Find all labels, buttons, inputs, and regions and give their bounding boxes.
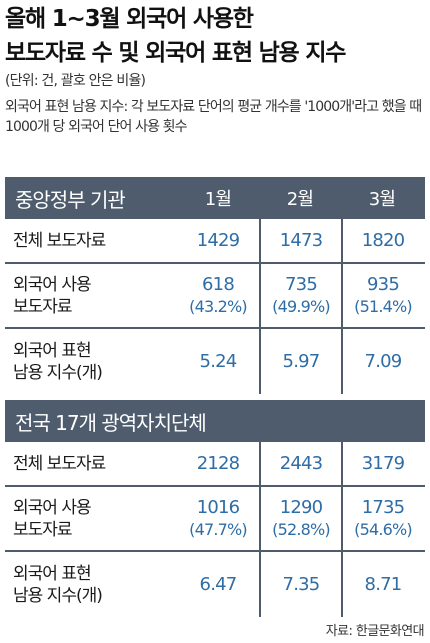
column-header-mar: 3월 [368,189,396,210]
cell-total-jan: 2128 [196,452,240,474]
cell-foreign-jan: 1016 (47.7%) [177,487,259,550]
row-label-index-line2: 남용 지수(개) [13,585,103,606]
percent: (52.8%) [272,519,331,539]
row-label-foreign: 외국어 사용 보도자료 [5,274,177,318]
cell-total-feb: 2443 [259,442,341,485]
unit-note: (단위: 건, 괄호 안은 비율) [5,73,146,89]
table-row-foreign: 외국어 사용 보도자료 618 (43.2%) 735 (49.9%) 935 … [5,264,425,329]
row-label-index-line1: 외국어 표현 [13,563,92,584]
table-title: 전국 17개 광역자치단체 [15,410,207,435]
row-label-total: 전체 보도자료 [13,453,106,474]
percent: (43.2%) [189,296,248,316]
value: 735 [285,273,318,295]
cell-foreign-mar: 1735 (54.6%) [341,487,423,550]
table-row-index: 외국어 표현 남용 지수(개) 5.24 5.97 7.09 [5,329,425,394]
column-header-feb: 2월 [286,189,314,210]
cell-foreign-mar: 935 (51.4%) [341,264,423,327]
table-header-band: 중앙정부 기관 1월 2월 3월 [5,177,425,219]
value: 1290 [279,496,323,518]
percent: (47.7%) [189,519,248,539]
cell-index-jan: 6.47 [199,573,238,595]
cell-foreign-jan: 618 (43.2%) [177,264,259,327]
table-row-foreign: 외국어 사용 보도자료 1016 (47.7%) 1290 (52.8%) 17… [5,487,425,552]
value: 935 [367,273,400,295]
cell-total-feb: 1473 [259,219,341,262]
title-line-2: 보도자료 수 및 외국어 표현 남용 지수 [5,40,346,66]
value: 618 [202,273,235,295]
row-label-total: 전체 보도자료 [13,230,106,251]
row-label-foreign-line1: 외국어 사용 [13,497,92,518]
cell-index-feb: 5.97 [259,329,341,394]
table-row-total: 전체 보도자료 2128 2443 3179 [5,442,425,487]
table-row-index: 외국어 표현 남용 지수(개) 6.47 7.35 8.71 [5,552,425,617]
index-description: 외국어 표현 남용 지수: 각 보도자료 단어의 평균 개수를 '1000개'라… [5,99,422,135]
row-label-index-line2: 남용 지수(개) [13,362,103,383]
value: 1735 [361,496,405,518]
metropolitan-government-table: 전국 17개 광역자치단체 전체 보도자료 2128 2443 3179 외국어… [5,400,425,617]
row-label-foreign-line2: 보도자료 [13,296,73,317]
row-label-foreign-line2: 보도자료 [13,519,73,540]
row-label-index-line1: 외국어 표현 [13,340,92,361]
cell-total-jan: 1429 [196,229,240,251]
percent: (54.6%) [354,519,413,539]
percent: (51.4%) [354,296,413,316]
cell-index-mar: 7.09 [341,329,423,394]
chart-title: 올해 1~3월 외국어 사용한 보도자료 수 및 외국어 표현 남용 지수 [5,2,346,70]
cell-index-feb: 7.35 [259,552,341,617]
percent: (49.9%) [272,296,331,316]
cell-total-mar: 3179 [341,442,423,485]
row-label-foreign: 외국어 사용 보도자료 [5,497,177,541]
table-row-total: 전체 보도자료 1429 1473 1820 [5,219,425,264]
source-credit: 자료: 한글문화연대 [325,624,425,639]
row-label-index: 외국어 표현 남용 지수(개) [5,563,177,607]
cell-index-mar: 8.71 [341,552,423,617]
table-title: 중앙정부 기관 [15,187,126,212]
cell-foreign-feb: 735 (49.9%) [259,264,341,327]
title-line-1: 올해 1~3월 외국어 사용한 [5,6,254,32]
row-label-index: 외국어 표현 남용 지수(개) [5,340,177,384]
cell-total-mar: 1820 [341,219,423,262]
table-header-band: 전국 17개 광역자치단체 [5,400,425,442]
central-government-table: 중앙정부 기관 1월 2월 3월 전체 보도자료 1429 1473 1820 … [5,177,425,394]
cell-index-jan: 5.24 [199,350,238,372]
cell-foreign-feb: 1290 (52.8%) [259,487,341,550]
column-header-jan: 1월 [204,189,232,210]
row-label-foreign-line1: 외국어 사용 [13,274,92,295]
value: 1016 [196,496,240,518]
